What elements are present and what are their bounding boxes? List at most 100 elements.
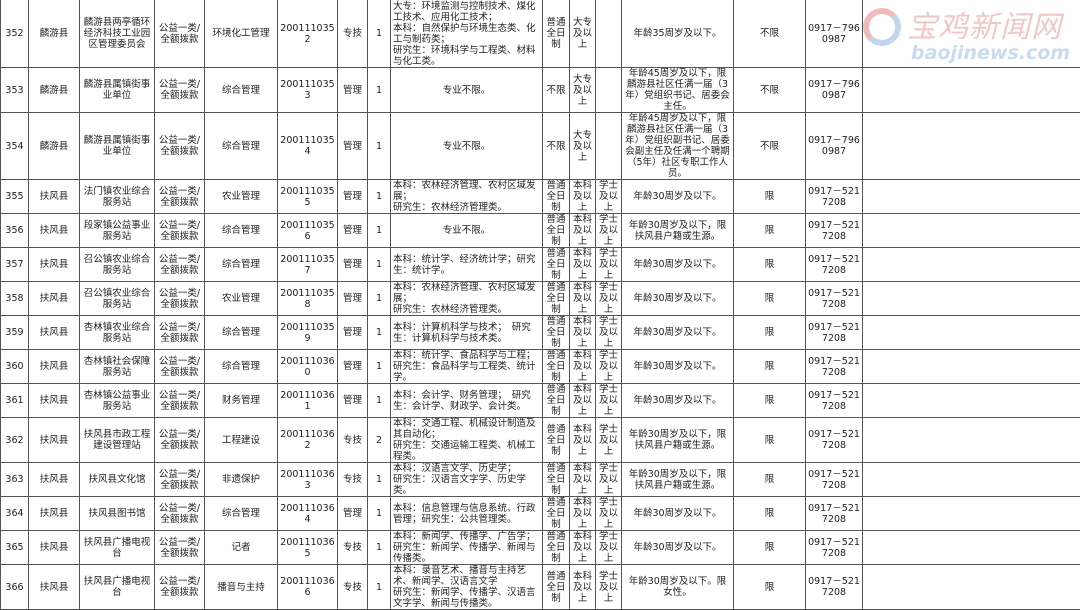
cell-restriction: 限 xyxy=(734,463,806,497)
cell-major: 本科：计算机科学与技术； 研究生：计算机科学与技术类。 xyxy=(391,316,543,350)
cell-index: 355 xyxy=(1,180,29,214)
cell-position-code: 2001110364 xyxy=(278,497,338,531)
cell-position-code: 2001110355 xyxy=(278,180,338,214)
cell-index: 362 xyxy=(1,418,29,463)
cell-index: 358 xyxy=(1,282,29,316)
cell-other-requirements: 年龄30周岁及以下。限女性。 xyxy=(622,565,734,610)
cell-unit-type: 公益一类/全额拨款 xyxy=(155,68,205,113)
cell-education: 本科及以上 xyxy=(570,565,596,610)
cell-position-code: 2001110357 xyxy=(278,248,338,282)
cell-unit-type: 公益一类/全额拨款 xyxy=(155,565,205,610)
cell-position: 记者 xyxy=(205,531,278,565)
cell-restriction: 限 xyxy=(734,350,806,384)
cell-headcount: 1 xyxy=(368,350,391,384)
cell-restriction: 不限 xyxy=(734,0,806,68)
cell-category: 专技 xyxy=(338,565,368,610)
cell-headcount: 1 xyxy=(368,248,391,282)
cell-degree: 学士及以上 xyxy=(596,497,622,531)
cell-county: 扶风县 xyxy=(29,531,80,565)
cell-position: 综合管理 xyxy=(205,68,278,113)
cell-unit: 扶风县广播电视台 xyxy=(80,531,155,565)
cell-county: 扶风县 xyxy=(29,180,80,214)
cell-position-code: 2001110360 xyxy=(278,350,338,384)
cell-unit: 杏林镇农业综合服务站 xyxy=(80,316,155,350)
cell-remarks xyxy=(863,0,1080,68)
cell-position-code: 2001110363 xyxy=(278,463,338,497)
cell-position: 非遗保护 xyxy=(205,463,278,497)
cell-education: 本科及以上 xyxy=(570,350,596,384)
cell-degree xyxy=(596,113,622,180)
cell-unit: 扶风县图书馆 xyxy=(80,497,155,531)
cell-major: 本科：汉语言文学、历史学； 研究生：汉语言文字学、历史学类。 xyxy=(391,463,543,497)
cell-degree: 学士及以上 xyxy=(596,214,622,248)
cell-unit-type: 公益一类/全额拨款 xyxy=(155,531,205,565)
cell-county: 麟游县 xyxy=(29,0,80,68)
cell-headcount: 2 xyxy=(368,418,391,463)
cell-unit: 杏林镇社会保障服务站 xyxy=(80,350,155,384)
cell-education-form: 普通全日制 xyxy=(543,180,570,214)
cell-unit: 扶风县广播电视台 xyxy=(80,565,155,610)
cell-county: 麟游县 xyxy=(29,68,80,113)
cell-unit: 法门镇农业综合服务站 xyxy=(80,180,155,214)
cell-major: 专业不限。 xyxy=(391,214,543,248)
cell-other-requirements: 年龄45周岁及以下，限麟游县社区任满一届（3年）党组织书记、居委会主任。 xyxy=(622,68,734,113)
cell-education: 本科及以上 xyxy=(570,463,596,497)
cell-position: 播音与主持 xyxy=(205,565,278,610)
cell-position: 农业管理 xyxy=(205,180,278,214)
cell-position-code: 2001110352 xyxy=(278,0,338,68)
cell-position-code: 2001110362 xyxy=(278,418,338,463)
cell-headcount: 1 xyxy=(368,497,391,531)
cell-unit-type: 公益一类/全额拨款 xyxy=(155,248,205,282)
cell-unit: 麟游县属镇街事业单位 xyxy=(80,113,155,180)
cell-education-form: 普通全日制 xyxy=(543,248,570,282)
cell-category: 专技 xyxy=(338,0,368,68)
cell-position: 综合管理 xyxy=(205,497,278,531)
cell-position-code: 2001110366 xyxy=(278,565,338,610)
cell-major: 本科：新闻学、传播学、广告学； 研究生：新闻学、传播学、新闻与传播类。 xyxy=(391,531,543,565)
cell-education: 大专及以上 xyxy=(570,68,596,113)
cell-index: 360 xyxy=(1,350,29,384)
cell-county: 扶风县 xyxy=(29,214,80,248)
cell-remarks xyxy=(863,214,1080,248)
cell-other-requirements: 年龄30周岁及以下。 xyxy=(622,497,734,531)
cell-education: 大专及以上 xyxy=(570,113,596,180)
cell-major: 专业不限。 xyxy=(391,113,543,180)
cell-restriction: 限 xyxy=(734,531,806,565)
cell-major: 本科：农林经济管理、农村区域发展； 研究生：农林经济管理类。 xyxy=(391,180,543,214)
cell-phone: 0917－5217208 xyxy=(806,463,863,497)
cell-degree: 学士及以上 xyxy=(596,384,622,418)
cell-other-requirements: 年龄30周岁及以下，限扶风县户籍或生源。 xyxy=(622,214,734,248)
cell-other-requirements: 年龄35周岁及以下。 xyxy=(622,0,734,68)
cell-education: 本科及以上 xyxy=(570,282,596,316)
cell-position: 农业管理 xyxy=(205,282,278,316)
cell-degree: 学士及以上 xyxy=(596,282,622,316)
cell-headcount: 1 xyxy=(368,68,391,113)
cell-unit-type: 公益一类/全额拨款 xyxy=(155,463,205,497)
cell-major: 本科：农林经济管理、农村区域发展； 研究生：农林经济管理类。 xyxy=(391,282,543,316)
cell-unit-type: 公益一类/全额拨款 xyxy=(155,350,205,384)
cell-degree: 学士及以上 xyxy=(596,565,622,610)
cell-index: 357 xyxy=(1,248,29,282)
cell-category: 管理 xyxy=(338,350,368,384)
cell-restriction: 不限 xyxy=(734,68,806,113)
cell-headcount: 1 xyxy=(368,282,391,316)
cell-category: 管理 xyxy=(338,68,368,113)
cell-restriction: 限 xyxy=(734,282,806,316)
cell-phone: 0917－5217208 xyxy=(806,531,863,565)
cell-remarks xyxy=(863,180,1080,214)
cell-remarks xyxy=(863,418,1080,463)
cell-education-form: 不限 xyxy=(543,113,570,180)
cell-phone: 0917－7960987 xyxy=(806,113,863,180)
cell-headcount: 1 xyxy=(368,0,391,68)
cell-county: 扶风县 xyxy=(29,248,80,282)
cell-education: 本科及以上 xyxy=(570,316,596,350)
cell-remarks xyxy=(863,248,1080,282)
cell-position: 财务管理 xyxy=(205,384,278,418)
cell-county: 扶风县 xyxy=(29,384,80,418)
cell-education-form: 普通全日制 xyxy=(543,418,570,463)
cell-position-code: 2001110361 xyxy=(278,384,338,418)
cell-degree: 学士及以上 xyxy=(596,531,622,565)
